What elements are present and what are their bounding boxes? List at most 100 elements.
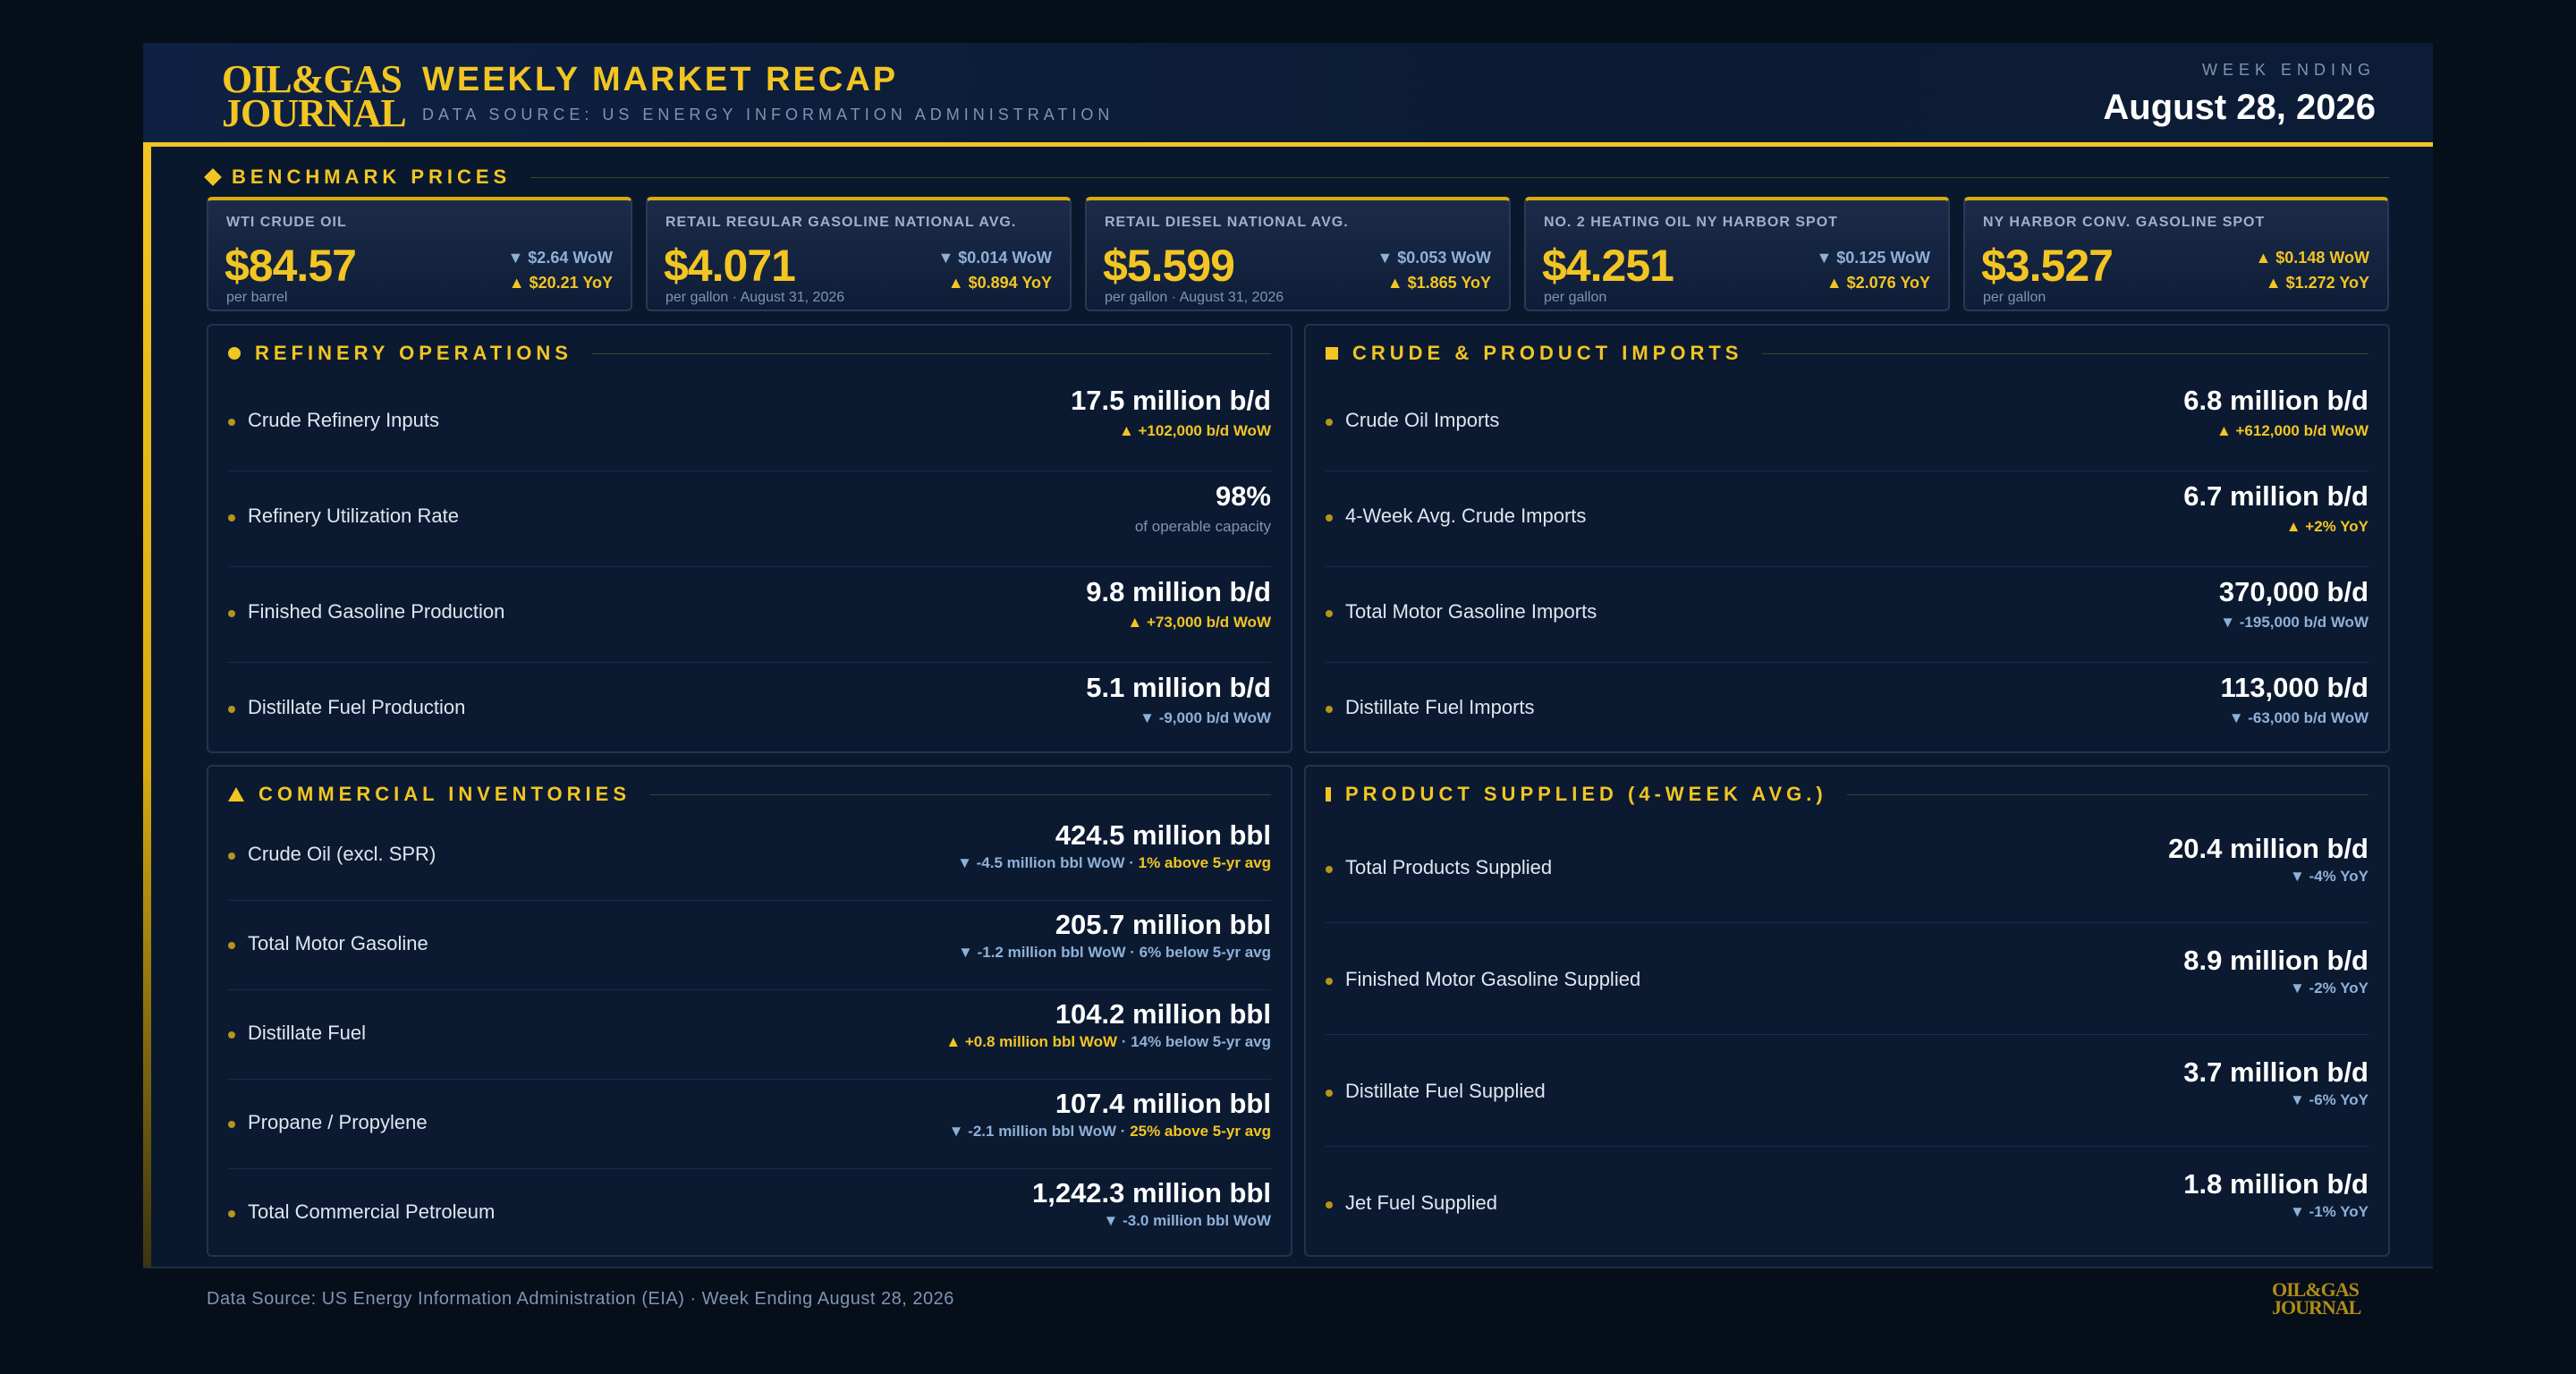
price-card-wow-change: ▼ $0.053 WoW	[1377, 249, 1491, 267]
bullet-icon	[1326, 866, 1333, 873]
separator: ·	[1116, 1123, 1131, 1140]
price-card-name: RETAIL REGULAR GASOLINE NATIONAL AVG.	[665, 215, 1017, 230]
metric-change-text: ▲ +73,000 b/d WoW	[1127, 614, 1271, 631]
price-card: WTI CRUDE OIL $84.57 per barrel ▼ $2.64 WoW…	[207, 197, 632, 311]
metric-change: ▼ -9,000 b/d WoW	[1140, 709, 1271, 727]
price-card-unit: per gallon	[1544, 290, 1607, 305]
product-supplied-panel: PRODUCT SUPPLIED (4-WEEK AVG.) Total Pro…	[1304, 765, 2390, 1257]
bullet-icon	[228, 852, 235, 860]
divider	[1762, 352, 2368, 354]
metric-change-text: ▼ -1% YoY	[2290, 1203, 2368, 1220]
metric-name: Distillate Fuel Imports	[1345, 696, 1535, 718]
metric-value: 113,000 b/d	[2220, 672, 2368, 703]
bullet-icon	[1326, 978, 1333, 985]
bullet-icon	[1326, 1090, 1333, 1097]
supplied-heading-label: PRODUCT SUPPLIED (4-WEEK AVG.)	[1345, 783, 1827, 805]
bullet-icon	[1326, 1201, 1333, 1209]
square-icon	[1326, 347, 1338, 360]
metric-value: 6.7 million b/d	[2183, 480, 2368, 512]
metric-value: 8.9 million b/d	[2183, 945, 2368, 976]
metric-name: 4-Week Avg. Crude Imports	[1345, 505, 1587, 527]
price-card-value: $5.599	[1103, 241, 1235, 291]
divider	[1846, 793, 2368, 795]
metric-change: ▲ +612,000 b/d WoW	[2216, 422, 2368, 440]
bullet-icon	[1326, 419, 1333, 426]
metric-name: Total Products Supplied	[1345, 856, 1553, 878]
price-card-wow-change: ▼ $0.125 WoW	[1816, 249, 1930, 267]
price-card-yoy-change: ▲ $1.272 YoY	[2265, 274, 2369, 292]
bullet-icon	[228, 1031, 235, 1039]
metric-change: ▼ -4.5 million bbl WoW · 1% above 5-yr a…	[957, 854, 1271, 872]
refinery-heading: REFINERY OPERATIONS	[228, 340, 1271, 367]
metric-change-text: ▼ -4% YoY	[2290, 868, 2368, 885]
imports-heading-label: CRUDE & PRODUCT IMPORTS	[1352, 342, 1743, 364]
inventories-heading: COMMERCIAL INVENTORIES	[228, 781, 1271, 808]
metric-value: 20.4 million b/d	[2168, 833, 2368, 864]
inventories-heading-label: COMMERCIAL INVENTORIES	[258, 783, 631, 805]
benchmark-heading-label: BENCHMARK PRICES	[232, 165, 512, 188]
metric-change: ▼ -1% YoY	[2290, 1203, 2368, 1221]
price-card-unit: per gallon	[1983, 290, 2046, 305]
metric-row: Total Motor Gasoline 205.7 million bbl ▼ -…	[228, 901, 1271, 990]
price-card-value: $3.527	[1981, 241, 2114, 291]
bullet-icon	[1326, 514, 1333, 522]
price-card-wow-change: ▼ $2.64 WoW	[507, 249, 613, 267]
divider	[591, 352, 1271, 354]
metric-row: Crude Oil Imports 6.8 million b/d ▲ +612,0…	[1326, 376, 2368, 471]
metric-change-text: ▼ -2.1 million bbl WoW	[948, 1123, 1117, 1140]
metric-row: Propane / Propylene 107.4 million bbl ▼ -2…	[228, 1080, 1271, 1169]
metric-change-text: ▼ -6% YoY	[2290, 1091, 2368, 1108]
metric-row: Refinery Utilization Rate 98% of operable …	[228, 471, 1271, 567]
bullet-icon	[228, 514, 235, 522]
metric-change: ▲ +102,000 b/d WoW	[1119, 422, 1271, 440]
price-card-value: $4.071	[664, 241, 796, 291]
metric-value: 205.7 million bbl	[1055, 909, 1271, 940]
metric-change-text: ▼ -63,000 b/d WoW	[2228, 709, 2368, 726]
oil-gas-journal-logo: OIL&GAS JOURNAL	[222, 57, 407, 135]
bar-icon	[1326, 787, 1331, 802]
price-card: NY HARBOR CONV. GASOLINE SPOT $3.527 per g…	[1963, 197, 2389, 311]
metric-change: ▲ +0.8 million bbl WoW · 14% below 5-yr …	[945, 1033, 1271, 1051]
metric-change: ▼ -1.2 million bbl WoW · 6% below 5-yr a…	[958, 944, 1271, 962]
metric-row: 4-Week Avg. Crude Imports 6.7 million b/d…	[1326, 471, 2368, 567]
bullet-icon	[1326, 706, 1333, 713]
week-ending-label: WEEK ENDING	[2201, 61, 2376, 79]
separator: ·	[1124, 854, 1139, 871]
page-title: WEEKLY MARKET RECAP	[422, 61, 899, 98]
bullet-icon	[1326, 610, 1333, 617]
metric-value: 1.8 million b/d	[2183, 1168, 2368, 1200]
metric-name: Distillate Fuel Supplied	[1345, 1080, 1546, 1102]
metric-name: Refinery Utilization Rate	[248, 505, 459, 527]
bullet-icon	[228, 419, 235, 426]
metric-change-text: ▲ +102,000 b/d WoW	[1118, 422, 1271, 439]
logo-line-2: JOURNAL	[222, 91, 407, 135]
metric-change: ▲ +73,000 b/d WoW	[1127, 614, 1271, 632]
metric-value: 6.8 million b/d	[2183, 385, 2368, 416]
metric-change-text: ▲ +2% YoY	[2285, 518, 2368, 535]
metric-name: Crude Oil (excl. SPR)	[248, 843, 436, 865]
metric-change: ▼ -195,000 b/d WoW	[2220, 614, 2368, 632]
metric-name: Crude Refinery Inputs	[248, 409, 439, 431]
metric-change-text: ▼ -2% YoY	[2290, 980, 2368, 997]
metric-change-text: ▼ -9,000 b/d WoW	[1140, 709, 1271, 726]
five-year-avg-text: 25% above 5-yr avg	[1130, 1123, 1271, 1140]
metric-row: Jet Fuel Supplied 1.8 million b/d ▼ -1% Yo…	[1326, 1147, 2368, 1259]
metric-name: Total Commercial Petroleum	[248, 1200, 496, 1223]
metric-row: Crude Oil (excl. SPR) 424.5 million bbl ▼ …	[228, 811, 1271, 901]
metric-row: Distillate Fuel Production 5.1 million b/…	[228, 663, 1271, 759]
accent-bar	[143, 146, 151, 1268]
dot-icon	[228, 347, 241, 360]
price-card-unit: per barrel	[226, 290, 288, 305]
header: OIL&GAS JOURNAL WEEKLY MARKET RECAP DATA…	[143, 43, 2433, 147]
metric-name: Crude Oil Imports	[1345, 409, 1500, 431]
footer-divider	[143, 1267, 2433, 1268]
footer-logo: OIL&GAS JOURNAL	[2272, 1280, 2370, 1318]
metric-name: Distillate Fuel	[248, 1022, 367, 1044]
metric-change: ▲ +2% YoY	[2286, 518, 2368, 536]
metric-row: Total Motor Gasoline Imports 370,000 b/d ▼…	[1326, 567, 2368, 663]
logo-line-1: OIL&GAS	[222, 57, 402, 101]
metric-row: Crude Refinery Inputs 17.5 million b/d ▲ +…	[228, 376, 1271, 471]
price-card-value: $84.57	[225, 241, 357, 291]
metric-row: Finished Motor Gasoline Supplied 8.9 mill…	[1326, 923, 2368, 1035]
metric-value: 98%	[1215, 480, 1271, 512]
